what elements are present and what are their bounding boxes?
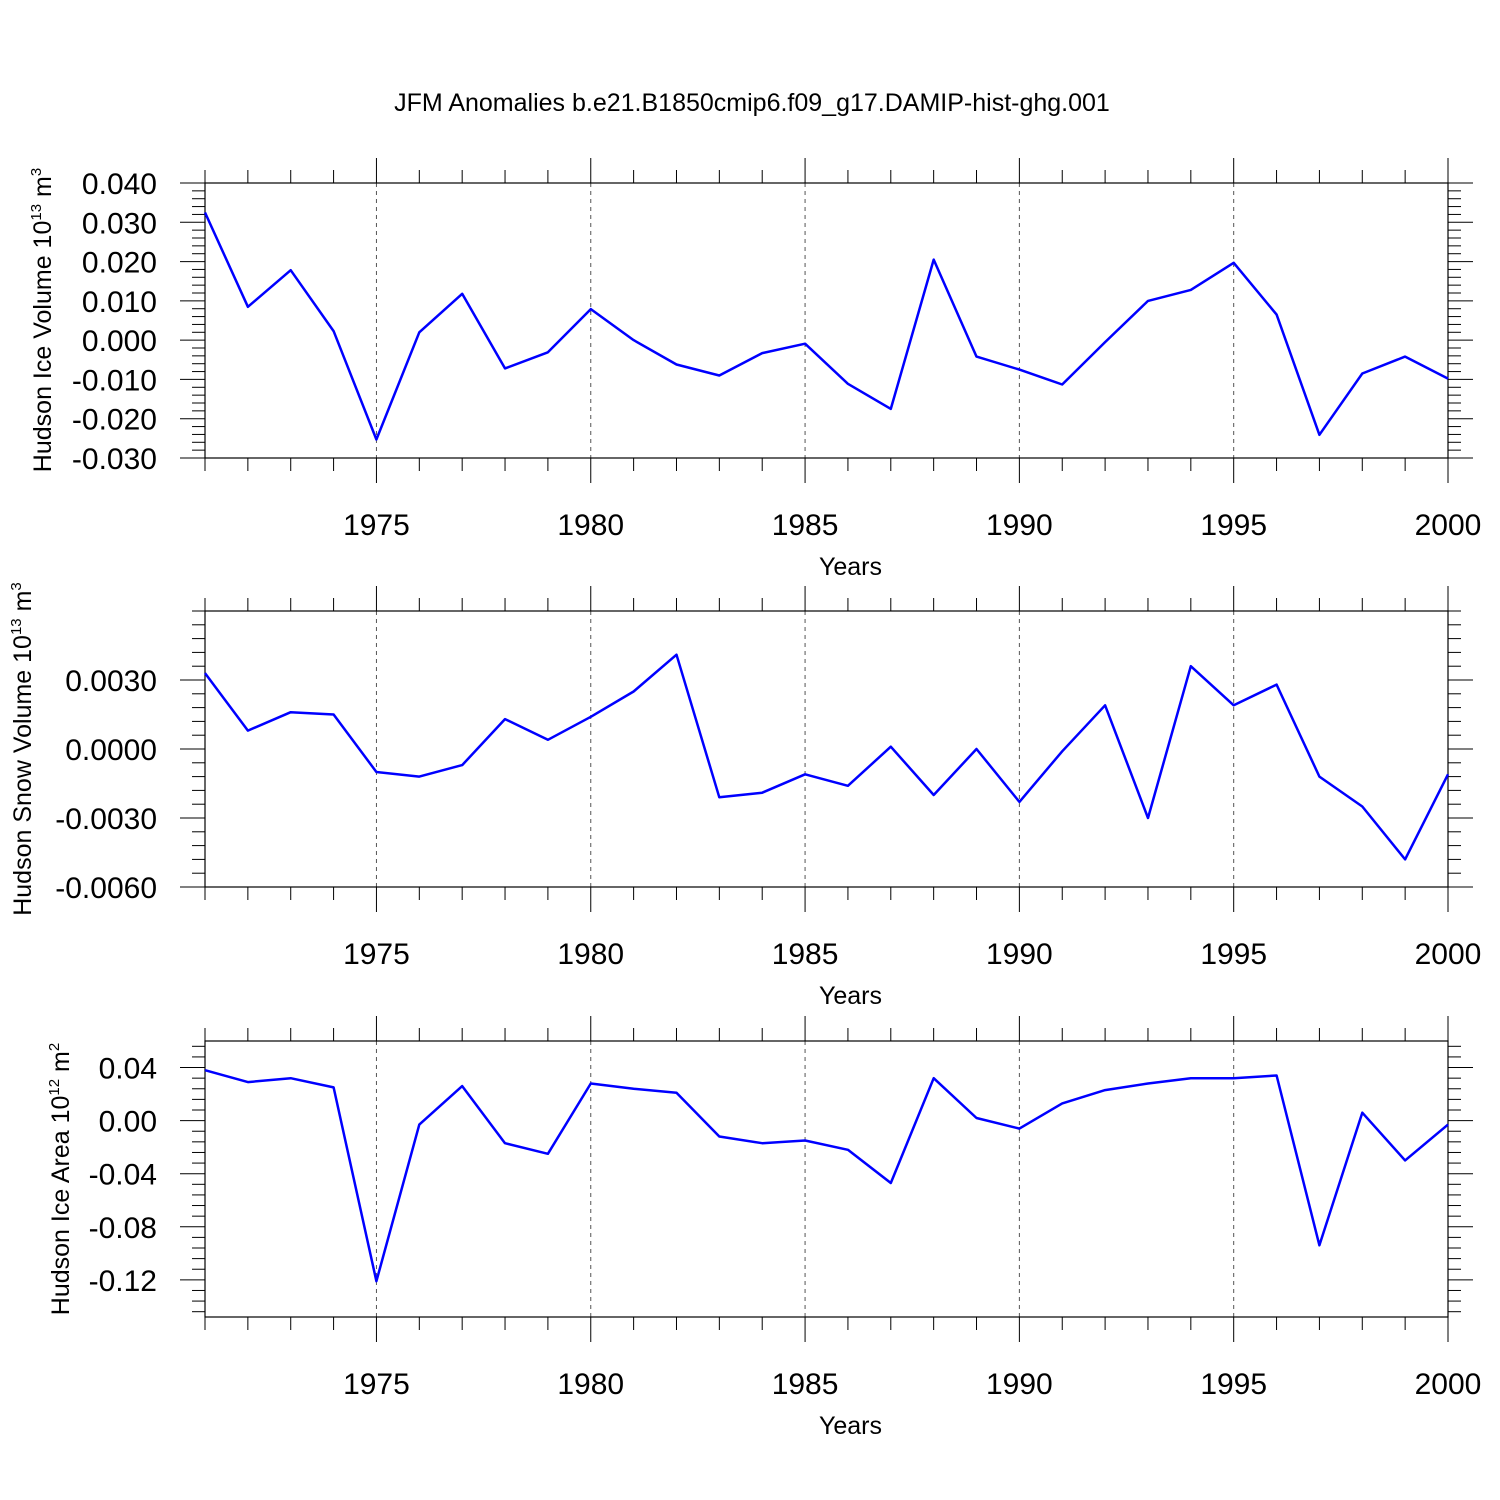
y-axis-title-text: Hudson Ice Volume 10 <box>29 221 57 473</box>
y-tick-label: 0.04 <box>99 1053 157 1086</box>
y-axis-title: Hudson Snow Volume 1013 m3 <box>8 582 37 916</box>
y-tick-label: 0.00 <box>99 1106 157 1139</box>
y-axis-title-text: Hudson Ice Area 10 <box>47 1096 75 1316</box>
x-tick-label: 1980 <box>557 1368 624 1401</box>
y-axis-title-unit-exponent: 2 <box>46 1043 63 1051</box>
y-axis-title-unit: m <box>47 1051 75 1079</box>
y-tick-label: -0.0030 <box>55 803 157 836</box>
series-line <box>203 211 1449 441</box>
x-tick-label: 2000 <box>1415 1368 1482 1401</box>
x-tick-label: 1995 <box>1200 938 1267 971</box>
x-tick-label: 2000 <box>1415 509 1482 542</box>
y-tick-label: 0.040 <box>82 168 157 201</box>
y-tick-label: -0.010 <box>72 364 157 397</box>
x-tick-label: 1975 <box>343 1368 410 1401</box>
y-axis-title-exponent: 12 <box>46 1079 63 1096</box>
y-axis-title: Hudson Ice Volume 1013 m3 <box>28 168 57 472</box>
x-tick-label: 1990 <box>986 1368 1053 1401</box>
plot-frame <box>204 610 1449 888</box>
y-tick-label: -0.030 <box>72 443 157 476</box>
x-tick-label: 1995 <box>1200 1368 1267 1401</box>
y-tick-label: 0.020 <box>82 247 157 280</box>
panel-2: -0.0060 -0.0030 0.0000 0.0030 1975 1980 1985 19… <box>8 582 1481 1010</box>
plot-frame <box>204 182 1449 459</box>
y-tick-label: 0.000 <box>82 325 157 358</box>
x-tick-label: 1980 <box>557 509 624 542</box>
series-line <box>204 1068 1449 1283</box>
y-axis-title-text: Hudson Snow Volume 10 <box>9 635 37 916</box>
x-tick-label: 2000 <box>1415 938 1482 971</box>
y-tick-label: -0.08 <box>89 1212 157 1245</box>
y-axis-title: Hudson Ice Area 1012 m2 <box>46 1043 75 1315</box>
y-tick-label: -0.020 <box>72 404 157 437</box>
y-axis-title-unit-exponent: 3 <box>8 582 25 590</box>
x-tick-label: 1985 <box>772 509 839 542</box>
x-tick-label: 1985 <box>772 938 839 971</box>
x-tick-label: 1990 <box>986 509 1053 542</box>
y-axis-title-unit-exponent: 3 <box>28 168 45 176</box>
x-tick-label: 1990 <box>986 938 1053 971</box>
panel-1: -0.030 -0.020 -0.010 0.000 0.010 0.020 0.030 0.… <box>28 158 1481 581</box>
x-tick-label: 1975 <box>343 509 410 542</box>
x-tick-label: 1985 <box>772 1368 839 1401</box>
x-axis-title: Years <box>819 982 882 1010</box>
x-axis-title: Years <box>819 553 882 581</box>
figure-title: JFM Anomalies b.e21.B1850cmip6.f09_g17.D… <box>394 89 1110 117</box>
y-tick-label: 0.0000 <box>65 734 157 767</box>
y-axis-title-exponent: 13 <box>28 204 45 221</box>
y-tick-label: -0.12 <box>89 1265 157 1298</box>
y-tick-label: -0.04 <box>89 1159 157 1192</box>
x-tick-label: 1980 <box>557 938 624 971</box>
x-axis-title: Years <box>819 1412 882 1440</box>
y-axis-title-unit: m <box>9 591 37 619</box>
y-axis-title-unit: m <box>29 176 57 204</box>
panel-3: -0.12 -0.08 -0.04 0.00 0.04 1975 1980 1985 1990 1… <box>46 1016 1481 1440</box>
y-tick-label: 0.010 <box>82 286 157 319</box>
y-tick-label: -0.0060 <box>55 872 157 905</box>
y-tick-label: 0.030 <box>82 207 157 240</box>
x-tick-label: 1995 <box>1200 509 1267 542</box>
series-line <box>203 653 1450 861</box>
x-tick-label: 1975 <box>343 938 410 971</box>
y-tick-label: 0.0030 <box>65 665 157 698</box>
y-axis-title-exponent: 13 <box>8 618 25 635</box>
plot-frame <box>204 1040 1449 1318</box>
